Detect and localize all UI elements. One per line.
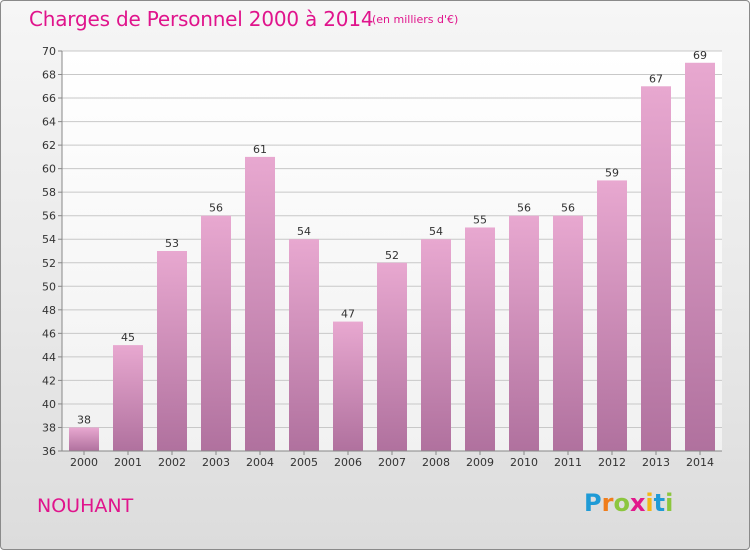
y-tick-label: 50 — [42, 280, 56, 293]
y-tick-label: 54 — [42, 233, 56, 246]
data-labels: 38 45 53 56 61 54 47 52 54 55 56 56 59 67 69 — [77, 49, 707, 427]
x-tick-label-2013: 2013 — [642, 456, 670, 469]
bar-2007 — [377, 262, 407, 451]
bar-2008 — [421, 239, 451, 451]
data-label-2011: 56 — [561, 202, 575, 215]
y-tick-label: 70 — [42, 45, 56, 58]
bar-2001 — [113, 345, 143, 451]
x-tick-label-2001: 2001 — [114, 456, 142, 469]
x-tick-label-2009: 2009 — [466, 456, 494, 469]
bar-2010 — [509, 215, 539, 451]
y-tick-label: 46 — [42, 327, 56, 340]
bar-2002 — [157, 251, 187, 451]
y-tick-label: 58 — [42, 186, 56, 199]
proxiti-logo[interactable]: Proxiti — [584, 489, 674, 517]
data-label-2006: 47 — [341, 308, 355, 321]
chart-title: Charges de Personnel 2000 à 2014 — [29, 7, 374, 31]
y-tick-label: 48 — [42, 304, 56, 317]
y-tick-label: 36 — [42, 445, 56, 458]
commune-name: NOUHANT — [37, 495, 134, 517]
x-tick-label-2012: 2012 — [598, 456, 626, 469]
data-label-2010: 56 — [517, 202, 531, 215]
data-label-2007: 52 — [385, 249, 399, 262]
y-tick-label: 68 — [42, 69, 56, 82]
bar-2013 — [641, 86, 671, 451]
data-label-2004: 61 — [253, 143, 267, 156]
x-tick-label-2007: 2007 — [378, 456, 406, 469]
bar-2011 — [553, 215, 583, 451]
y-tick-label: 42 — [42, 374, 56, 387]
y-tick-label: 56 — [42, 210, 56, 223]
x-tick-label-2008: 2008 — [422, 456, 450, 469]
data-label-2008: 54 — [429, 225, 443, 238]
y-tick-label: 66 — [42, 92, 56, 105]
axes: 36 38 40 42 44 46 48 50 52 54 56 58 60 62 64 66 68 70 2000… — [42, 45, 722, 469]
y-tick-label: 60 — [42, 163, 56, 176]
data-label-2014: 69 — [693, 49, 707, 62]
chart-unit: (en milliers d'€) — [372, 13, 459, 26]
y-tick-label: 44 — [42, 351, 56, 364]
data-label-2003: 56 — [209, 202, 223, 215]
x-tick-label-2005: 2005 — [290, 456, 318, 469]
y-tick-label: 52 — [42, 257, 56, 270]
y-tick-label: 40 — [42, 398, 56, 411]
data-label-2002: 53 — [165, 237, 179, 250]
bar-2012 — [597, 180, 627, 452]
data-label-2001: 45 — [121, 331, 135, 344]
x-tick-label-2010: 2010 — [510, 456, 538, 469]
bar-2014 — [685, 62, 715, 451]
bar-2003 — [201, 215, 231, 451]
y-tick-label: 38 — [42, 421, 56, 434]
x-tick-label-2011: 2011 — [554, 456, 582, 469]
data-label-2005: 54 — [297, 225, 311, 238]
x-tick-label-2002: 2002 — [158, 456, 186, 469]
bar-2005 — [289, 239, 319, 451]
x-tick-label-2014: 2014 — [686, 456, 714, 469]
x-tick-label-2000: 2000 — [70, 456, 98, 469]
bar-2004 — [245, 156, 275, 451]
y-tick-label: 62 — [42, 139, 56, 152]
x-tick-label-2004: 2004 — [246, 456, 274, 469]
bar-2009 — [465, 227, 495, 451]
x-tick-label-2003: 2003 — [202, 456, 230, 469]
bar-2006 — [333, 321, 363, 451]
data-label-2013: 67 — [649, 72, 663, 85]
data-label-2012: 59 — [605, 166, 619, 179]
x-tick-label-2006: 2006 — [334, 456, 362, 469]
data-label-2009: 55 — [473, 213, 487, 226]
y-tick-label: 64 — [42, 116, 56, 129]
bar-2000 — [69, 427, 99, 451]
data-label-2000: 38 — [77, 413, 91, 426]
bars — [69, 62, 715, 452]
